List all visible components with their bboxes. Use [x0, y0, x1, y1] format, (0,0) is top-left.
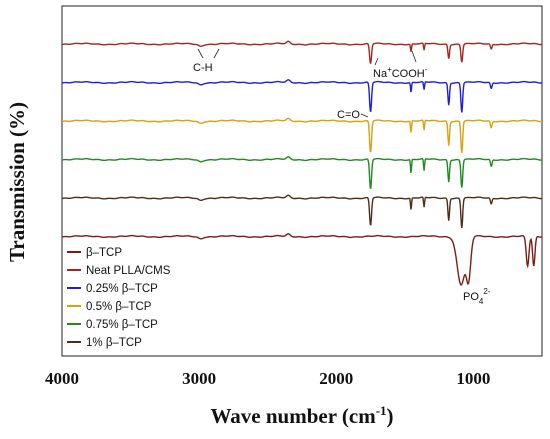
x-axis-title: Wave number (cm-1) — [210, 403, 393, 428]
annotation-co: C=O — [337, 109, 369, 121]
series-line-0 — [61, 233, 542, 286]
y-axis-title: Transmission (%) — [5, 102, 29, 262]
annotation-po4: PO42- — [463, 287, 491, 306]
annotation-nacooh: Na+COOH- — [373, 50, 428, 80]
legend-item-2: 0.25% β–TCP — [67, 283, 158, 295]
x-tick-label-0: 4000 — [45, 369, 79, 388]
plot-frame — [61, 5, 543, 357]
series-line-3 — [61, 117, 542, 154]
series-line-5 — [61, 194, 542, 229]
annotation-nacooh-label: Na+COOH- — [373, 65, 428, 80]
legend-label-0: β–TCP — [86, 247, 122, 259]
x-tick-label-3: 1000 — [456, 369, 490, 388]
series-line-1 — [61, 40, 542, 64]
legend-label-1: Neat PLLA/CMS — [86, 265, 171, 277]
legend-label-4: 0.75% β–TCP — [86, 319, 158, 331]
annotation-co-label: C=O — [337, 109, 360, 121]
legend-item-3: 0.5% β–TCP — [67, 301, 152, 313]
legend: β–TCP Neat PLLA/CMS 0.25% β–TCP 0.5% β–T… — [67, 247, 171, 349]
legend-item-4: 0.75% β–TCP — [67, 319, 158, 331]
series-line-4 — [61, 156, 542, 189]
legend-label-5: 1% β–TCP — [86, 337, 142, 349]
tick-layer: 4000 3000 2000 1000 — [45, 369, 490, 388]
legend-item-0: β–TCP — [67, 247, 122, 259]
x-tick-label-2: 2000 — [319, 369, 353, 388]
series-line-2 — [61, 79, 542, 113]
legend-label-2: 0.25% β–TCP — [86, 283, 158, 295]
annotation-ch: C-H — [193, 48, 220, 74]
annotation-ch-label: C-H — [193, 62, 213, 74]
x-tick-label-1: 3000 — [182, 369, 216, 388]
series-layer — [61, 40, 542, 286]
annotation-po4-label: PO42- — [463, 287, 491, 306]
legend-label-3: 0.5% β–TCP — [86, 301, 152, 313]
legend-item-1: Neat PLLA/CMS — [67, 265, 171, 277]
legend-item-5: 1% β–TCP — [67, 337, 142, 349]
